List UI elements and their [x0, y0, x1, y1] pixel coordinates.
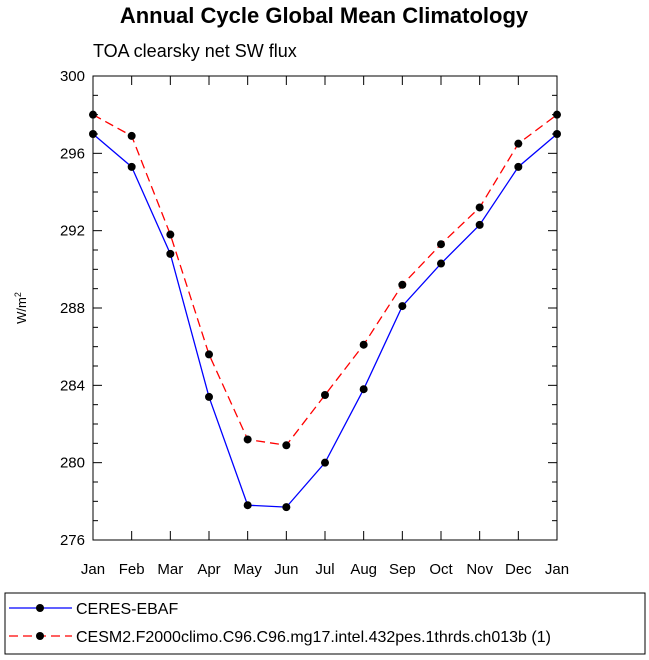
- x-tick-label: Mar: [157, 561, 183, 578]
- data-point: [359, 385, 368, 394]
- data-point: [475, 220, 484, 229]
- legend-label-ceres: CERES-EBAF: [76, 601, 178, 618]
- data-point: [282, 441, 291, 450]
- x-tick-label: Nov: [466, 561, 493, 578]
- data-point: [243, 501, 252, 510]
- legend-marker-ceres: [36, 604, 44, 612]
- x-tick-label: Dec: [505, 561, 532, 578]
- y-axis-label: W/m2: [13, 292, 29, 324]
- data-point: [514, 162, 523, 171]
- data-point: [282, 503, 291, 512]
- chart-title: Annual Cycle Global Mean Climatology: [120, 3, 529, 28]
- x-tick-label: Jan: [81, 561, 105, 578]
- data-point: [475, 203, 484, 212]
- x-tick-label: Sep: [389, 561, 416, 578]
- x-tick-labels: Jan Feb Mar Apr May Jun Jul Aug Sep Oct Nov Dec Jan: [81, 561, 569, 578]
- plot-frame: [92, 75, 558, 541]
- data-point: [514, 139, 523, 148]
- x-tick-label: May: [233, 561, 262, 578]
- x-tick-label: Jul: [315, 561, 334, 578]
- y-tick-label: 300: [60, 68, 85, 85]
- data-point: [398, 280, 407, 289]
- tick-marks: [92, 75, 558, 541]
- data-point: [166, 249, 175, 258]
- data-point: [437, 259, 445, 268]
- y-tick-label: 276: [60, 532, 85, 549]
- legend-marker-cesm2: [36, 632, 44, 640]
- data-point: [437, 240, 445, 249]
- series-layer: [89, 110, 561, 512]
- x-tick-label: Apr: [197, 561, 220, 578]
- y-tick-labels: 276 280 284 288 292 296 300: [60, 68, 85, 549]
- x-tick-label: Jun: [274, 561, 298, 578]
- chart-subtitle: TOA clearsky net SW flux: [93, 41, 297, 61]
- y-tick-label: 284: [60, 377, 85, 394]
- x-tick-label: Aug: [350, 561, 377, 578]
- y-tick-label: 292: [60, 223, 85, 240]
- y-tick-label: 280: [60, 455, 85, 472]
- legend-box: [4, 592, 646, 655]
- series-cesm2: [89, 110, 561, 450]
- x-tick-label: Jan: [545, 561, 569, 578]
- data-point: [243, 435, 252, 444]
- y-tick-label: 296: [60, 145, 85, 162]
- data-point: [205, 392, 213, 401]
- x-tick-label: Oct: [429, 561, 453, 578]
- data-point: [127, 131, 136, 140]
- series-ceres-ebaf: [89, 130, 561, 512]
- series-line: [92, 133, 558, 508]
- y-tick-label: 288: [60, 300, 85, 317]
- data-point: [359, 340, 368, 349]
- legend-label-cesm2: CESM2.F2000climo.C96.C96.mg17.intel.432p…: [76, 629, 551, 646]
- data-point: [205, 350, 213, 359]
- x-tick-label: Feb: [119, 561, 145, 578]
- data-point: [321, 458, 329, 467]
- data-point: [398, 302, 407, 311]
- y-axis-label-superscript: 2: [13, 292, 23, 297]
- data-point: [127, 162, 136, 171]
- data-point: [166, 230, 175, 239]
- legend: CERES-EBAF CESM2.F2000climo.C96.C96.mg17…: [4, 592, 646, 655]
- data-point: [321, 391, 329, 399]
